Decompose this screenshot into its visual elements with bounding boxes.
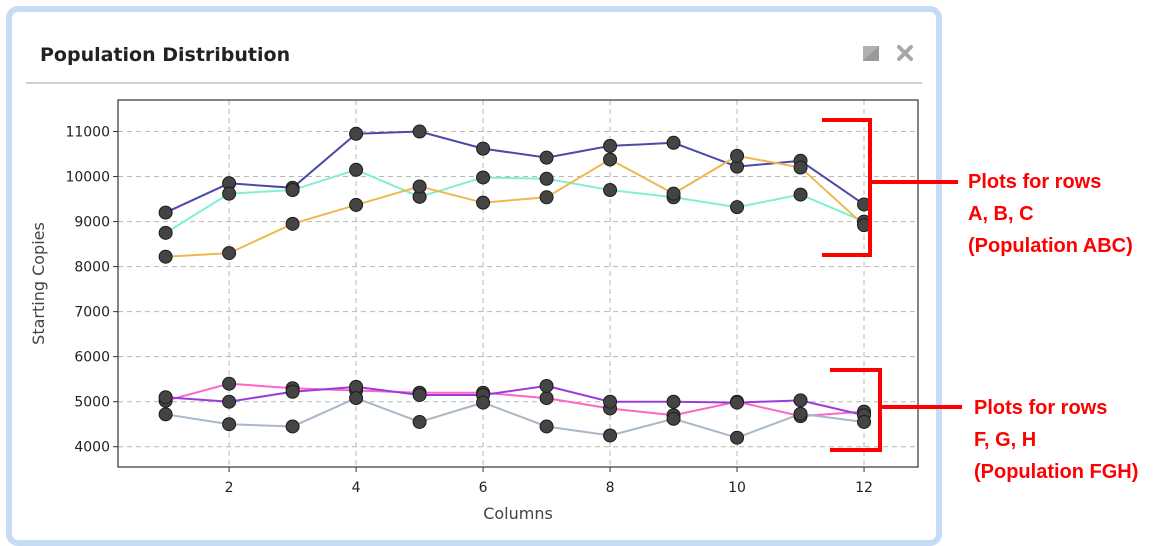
data-point	[539, 150, 554, 165]
y-tick-label: 9000	[74, 215, 110, 231]
panel-title: Population Distribution	[40, 44, 291, 66]
data-point	[222, 186, 237, 201]
chart-panel: Population Distribution	[6, 6, 942, 546]
data-point	[476, 395, 491, 410]
data-point	[476, 195, 491, 210]
data-point	[412, 179, 427, 194]
axis-ticks: 2 4 6 8 10 12 4000 5000 6000 7000 8000 9000 10000 110…	[65, 125, 872, 496]
annotation-fgh-line-1: Plots for rows	[974, 397, 1107, 419]
data-point	[857, 414, 872, 429]
data-point	[349, 391, 364, 406]
y-tick-label: 6000	[74, 350, 110, 366]
data-point	[476, 141, 491, 156]
series-line-1	[165, 130, 865, 214]
x-tick-label: 10	[728, 480, 746, 496]
data-point	[666, 135, 681, 150]
data-point	[793, 406, 808, 421]
x-tick-label: 4	[352, 480, 361, 496]
annotation-fgh-line-2: F, G, H	[974, 429, 1036, 451]
series-line-4	[165, 382, 865, 418]
x-tick-label: 2	[225, 480, 234, 496]
data-point	[412, 387, 427, 402]
data-point	[793, 160, 808, 175]
data-point	[603, 152, 618, 167]
data-point	[539, 171, 554, 186]
data-point	[666, 394, 681, 409]
annotation-fgh-line-3: (Population FGH)	[974, 461, 1138, 483]
data-point	[603, 183, 618, 198]
data-point	[539, 190, 554, 205]
data-point	[730, 200, 745, 215]
data-point	[285, 183, 300, 198]
x-axis-title: Columns	[483, 504, 553, 523]
data-point	[603, 138, 618, 153]
data-point	[793, 187, 808, 202]
panel-header: Population Distribution	[26, 34, 922, 84]
bracket-fgh	[830, 368, 962, 452]
data-point	[285, 216, 300, 231]
annotation-layer: Plots for rows A, B, C (Population ABC) …	[822, 118, 1138, 483]
data-point	[730, 395, 745, 410]
data-point	[349, 162, 364, 177]
data-point	[222, 246, 237, 261]
series-layer	[158, 124, 872, 445]
data-point	[285, 384, 300, 399]
panel-controls	[860, 42, 916, 64]
data-point	[793, 393, 808, 408]
series-line-5	[165, 384, 865, 417]
grid-lines	[118, 100, 918, 467]
data-point	[222, 417, 237, 432]
data-point	[349, 197, 364, 212]
data-point	[730, 430, 745, 445]
annotation-fgh: Plots for rows F, G, H (Population FGH)	[974, 397, 1138, 483]
data-point	[539, 391, 554, 406]
data-point	[730, 148, 745, 163]
data-point	[285, 419, 300, 434]
y-tick-label: 5000	[74, 395, 110, 411]
series-line-6	[165, 397, 865, 439]
data-point	[603, 428, 618, 443]
y-tick-label: 11000	[65, 125, 110, 141]
y-tick-label: 10000	[65, 170, 110, 186]
x-tick-label: 8	[606, 480, 615, 496]
data-point	[158, 249, 173, 264]
annotation-abc: Plots for rows A, B, C (Population ABC)	[968, 171, 1133, 257]
annotation-abc-line-1: Plots for rows	[968, 171, 1101, 193]
data-point	[476, 170, 491, 185]
close-icon[interactable]	[894, 42, 916, 64]
data-point	[349, 126, 364, 141]
y-tick-label: 8000	[74, 260, 110, 276]
data-point	[222, 394, 237, 409]
x-tick-label: 12	[855, 480, 873, 496]
plot-frame	[117, 99, 919, 468]
data-point	[158, 390, 173, 405]
data-point	[412, 414, 427, 429]
annotation-abc-line-2: A, B, C	[968, 203, 1034, 225]
data-point	[603, 394, 618, 409]
data-point	[158, 205, 173, 220]
line-chart: 2 4 6 8 10 12 4000 5000 6000 7000 8000 9000 10000 110…	[29, 99, 1138, 523]
data-point	[158, 407, 173, 422]
y-tick-label: 4000	[74, 440, 110, 456]
data-point	[539, 378, 554, 393]
x-tick-label: 6	[479, 480, 488, 496]
square-icon[interactable]	[860, 42, 882, 64]
series-line-3	[165, 154, 865, 258]
series-line-2	[165, 168, 865, 234]
data-point	[666, 411, 681, 426]
data-point	[158, 225, 173, 240]
y-axis-title: Starting Copies	[29, 222, 48, 345]
data-point	[666, 186, 681, 201]
data-point	[539, 419, 554, 434]
bracket-abc	[822, 118, 958, 257]
y-tick-label: 7000	[74, 305, 110, 321]
data-point	[412, 124, 427, 139]
annotation-abc-line-3: (Population ABC)	[968, 235, 1133, 257]
data-point	[222, 376, 237, 391]
